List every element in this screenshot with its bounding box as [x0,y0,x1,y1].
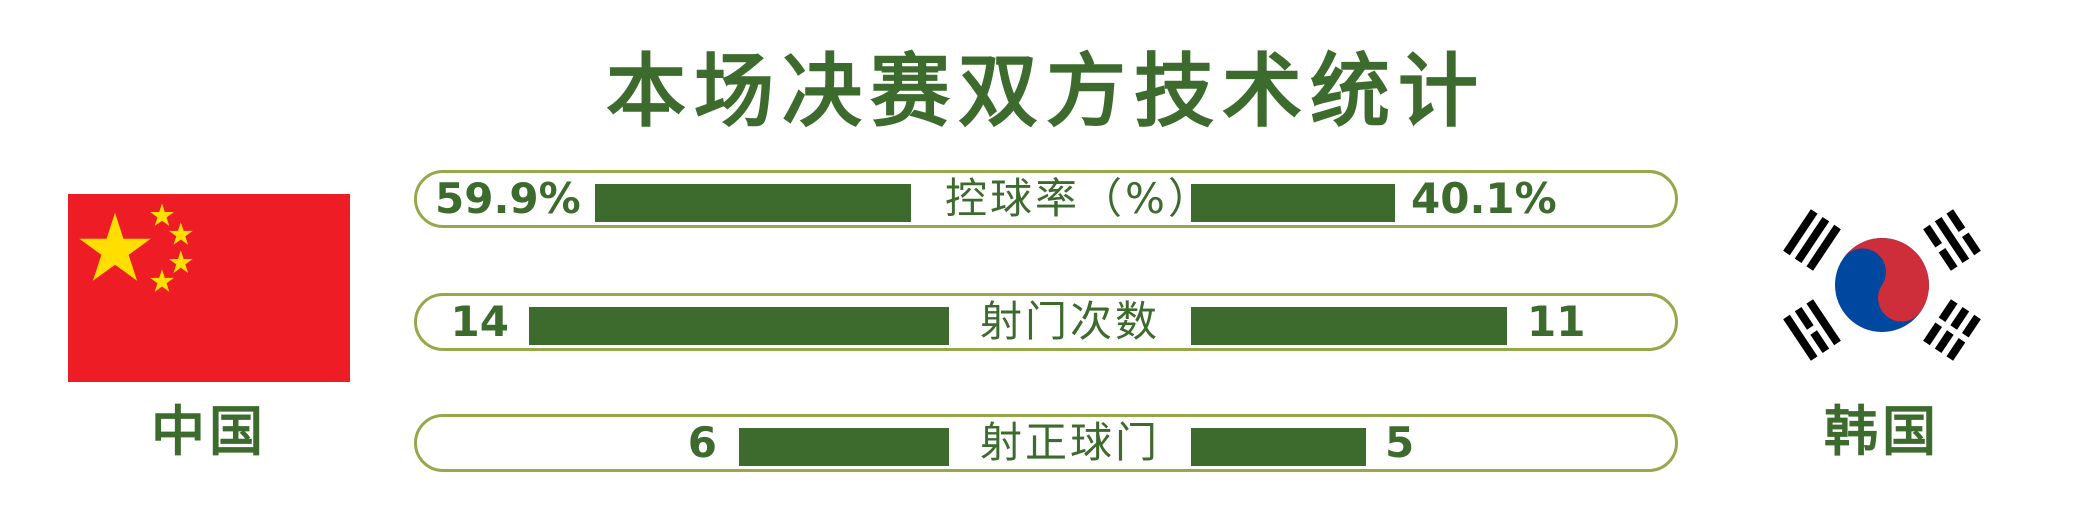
away-value-label: 40.1% [1411,174,1557,223]
away-team-label: 韩国 [1824,400,1940,463]
page-title: 本场决赛双方技术统计 [606,45,1486,138]
category-label: 射门次数 [979,297,1160,346]
south-korea-flag-icon [1783,209,1981,361]
stat-row-shots: 14 射门次数 11 [414,293,1678,351]
china-flag-icon [68,194,350,382]
stat-row-possession: 59.9% 控球率（%） 40.1% [414,170,1678,228]
home-shots-on-target-bar [739,428,949,466]
away-value-label: 5 [1385,418,1415,467]
away-possession-bar [1191,184,1395,222]
home-value-label: 14 [450,297,509,346]
home-value-label: 6 [687,418,717,467]
category-label: 控球率（%） [945,174,1213,223]
away-shots-bar [1191,307,1507,345]
home-value-label: 59.9% [435,174,581,223]
stat-row-shots-on-target: 6 射正球门 5 [414,414,1678,472]
home-team-label: 中国 [151,400,267,463]
home-possession-bar [595,184,911,222]
away-value-label: 11 [1527,297,1586,346]
home-shots-bar [529,307,949,345]
away-shots-on-target-bar [1191,428,1366,466]
category-label: 射正球门 [979,418,1160,467]
